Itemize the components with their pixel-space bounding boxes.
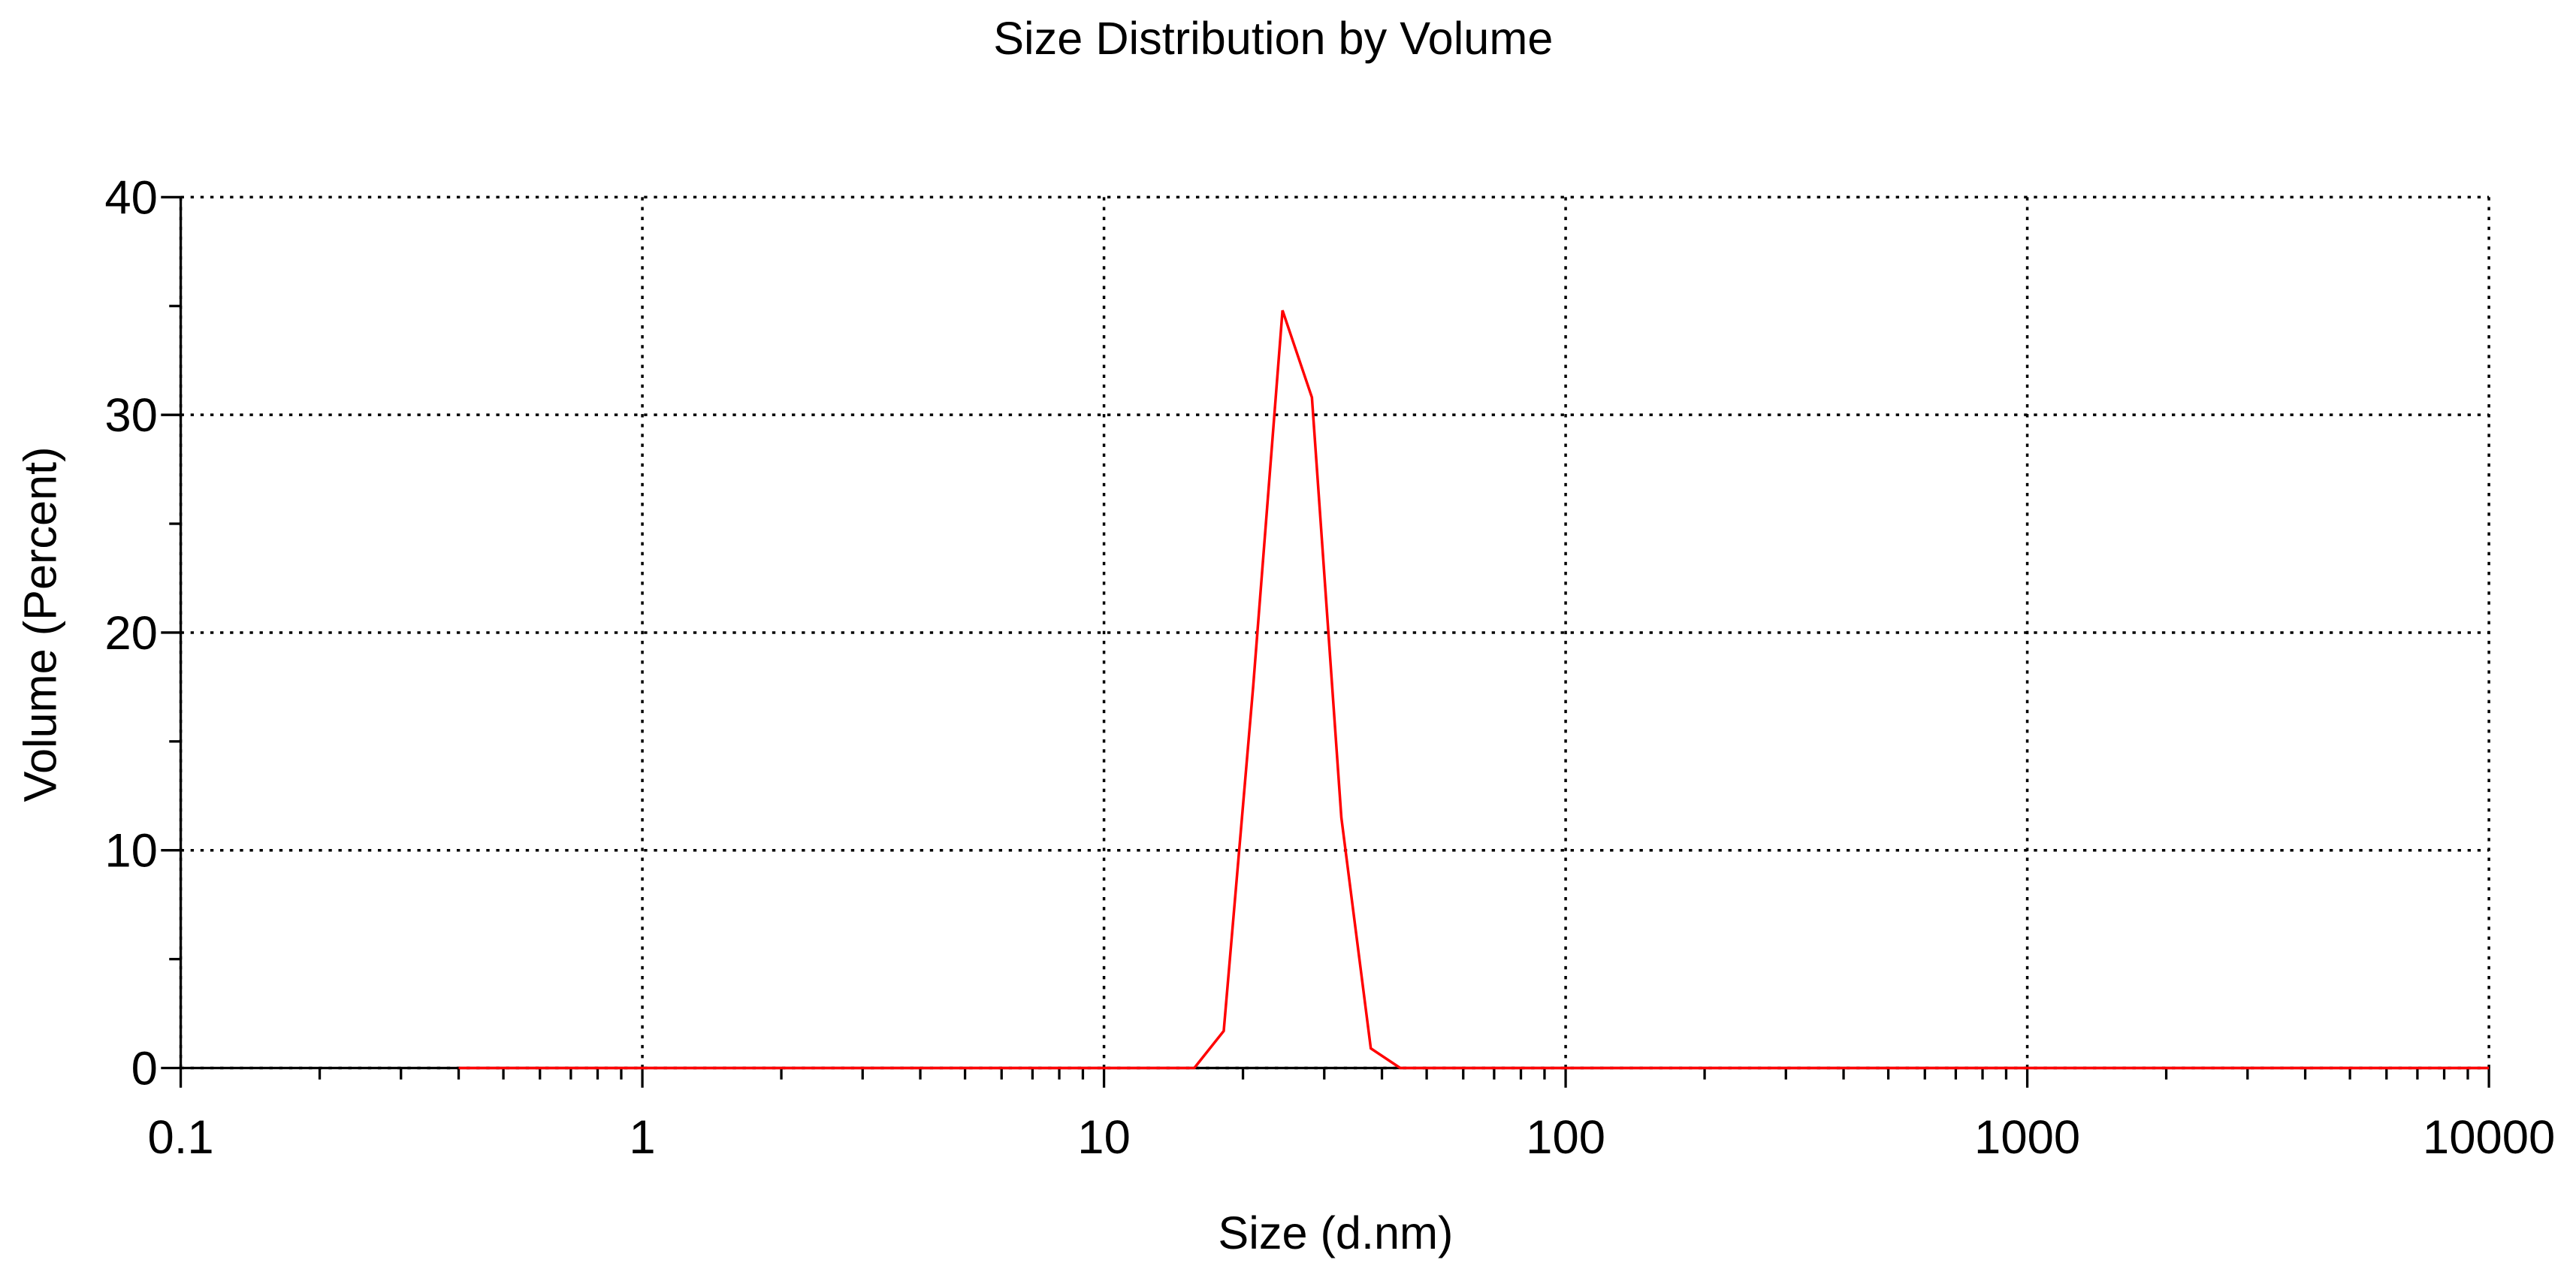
chart-title: Size Distribution by Volume <box>993 13 1553 64</box>
x-tick-label: 0.1 <box>147 1111 213 1164</box>
x-tick-label: 1 <box>629 1111 655 1164</box>
x-tick-label: 100 <box>1526 1111 1605 1164</box>
y-tick-label: 10 <box>104 825 158 878</box>
y-tick-label: 20 <box>104 607 158 660</box>
x-axis-label: Size (d.nm) <box>1218 1207 1453 1258</box>
y-axis-label: Volume (Percent) <box>14 447 65 802</box>
x-tick-label: 10 <box>1077 1111 1131 1164</box>
x-tick-label: 10000 <box>2423 1111 2555 1164</box>
y-tick-label: 30 <box>104 389 158 442</box>
data-line <box>458 310 2490 1070</box>
y-tick-label: 0 <box>131 1042 158 1095</box>
x-tick-label: 1000 <box>1974 1111 2080 1164</box>
y-tick-label: 40 <box>104 171 158 224</box>
